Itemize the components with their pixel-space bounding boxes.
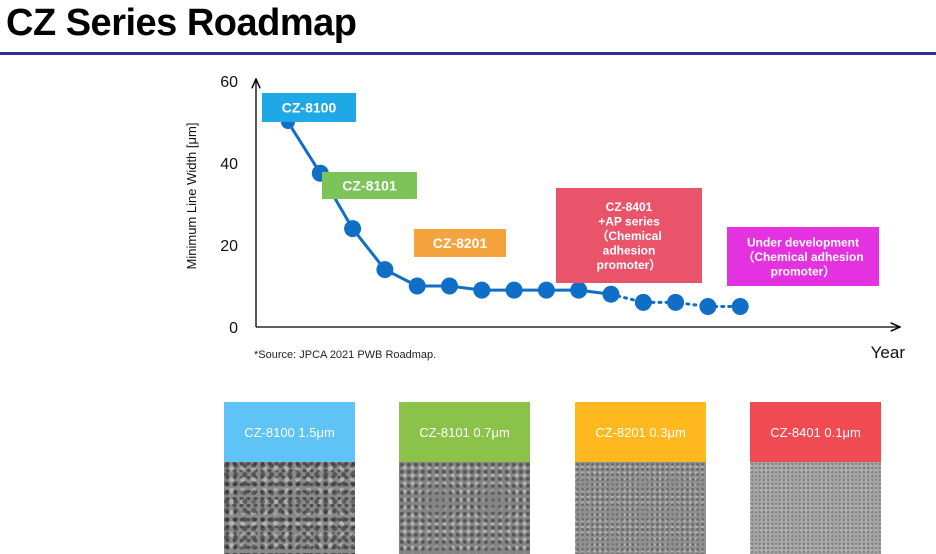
annotation-label: Under development — [747, 235, 859, 249]
y-tick-label: 40 — [220, 156, 238, 173]
annotation-label: adhesion — [603, 243, 656, 257]
data-point — [699, 298, 717, 315]
y-axis-label: Minimum Line Width [μm] — [184, 123, 199, 270]
surface-micrograph — [399, 462, 530, 554]
data-point — [441, 277, 458, 295]
sample-label: CZ-8101 0.7μm — [399, 402, 530, 462]
data-point — [344, 220, 362, 238]
title-divider — [0, 52, 936, 55]
x-axis-label: Year — [871, 343, 906, 362]
roadmap-chart: 0 20 40 60 Minimum Line Width [μm] Year CZ-… — [184, 74, 906, 362]
source-note: *Source: JPCA 2021 PWB Roadmap. — [254, 349, 437, 361]
sample-card-cz-8100: CZ-8100 1.5μm — [224, 402, 355, 554]
annotation-label: （Chemical — [596, 228, 661, 243]
annotation-box — [322, 172, 417, 199]
sample-label: CZ-8100 1.5μm — [224, 402, 355, 462]
annotation-box — [262, 93, 356, 122]
y-tick-label: 60 — [220, 74, 238, 91]
annotation-label: promoter） — [597, 257, 662, 272]
data-point — [634, 293, 652, 311]
data-point — [376, 261, 394, 279]
sample-card-cz-8201: CZ-8201 0.3μm — [575, 402, 706, 554]
sample-card-cz-8101: CZ-8101 0.7μm — [399, 402, 530, 554]
page-title: CZ Series Roadmap — [6, 2, 357, 44]
annotation-label: +AP series — [598, 214, 660, 228]
annotation-label: CZ-8100 — [282, 100, 337, 116]
annotation-label: promoter） — [771, 263, 836, 278]
y-tick-label: 20 — [220, 238, 238, 255]
data-point — [731, 298, 749, 315]
annotation-label: CZ-8401 — [606, 200, 653, 214]
data-point — [408, 277, 426, 295]
surface-micrograph — [575, 462, 706, 554]
data-point — [667, 293, 685, 311]
surface-micrograph — [750, 462, 881, 554]
sample-card-cz-8401: CZ-8401 0.1μm — [750, 402, 881, 554]
annotation-label: CZ-8201 — [433, 235, 488, 251]
data-point — [537, 281, 555, 299]
data-point — [473, 281, 491, 299]
data-point — [570, 281, 588, 299]
sample-label: CZ-8201 0.3μm — [575, 402, 706, 462]
annotation-box — [414, 229, 506, 257]
annotation-box — [727, 227, 879, 286]
annotation-label: （Chemical adhesion — [742, 249, 863, 264]
sample-label: CZ-8401 0.1μm — [750, 402, 881, 462]
surface-micrograph — [224, 462, 355, 554]
y-tick-label: 0 — [229, 320, 238, 337]
annotation-box — [556, 188, 702, 283]
annotation-label: CZ-8101 — [342, 178, 397, 194]
data-point — [505, 281, 523, 299]
